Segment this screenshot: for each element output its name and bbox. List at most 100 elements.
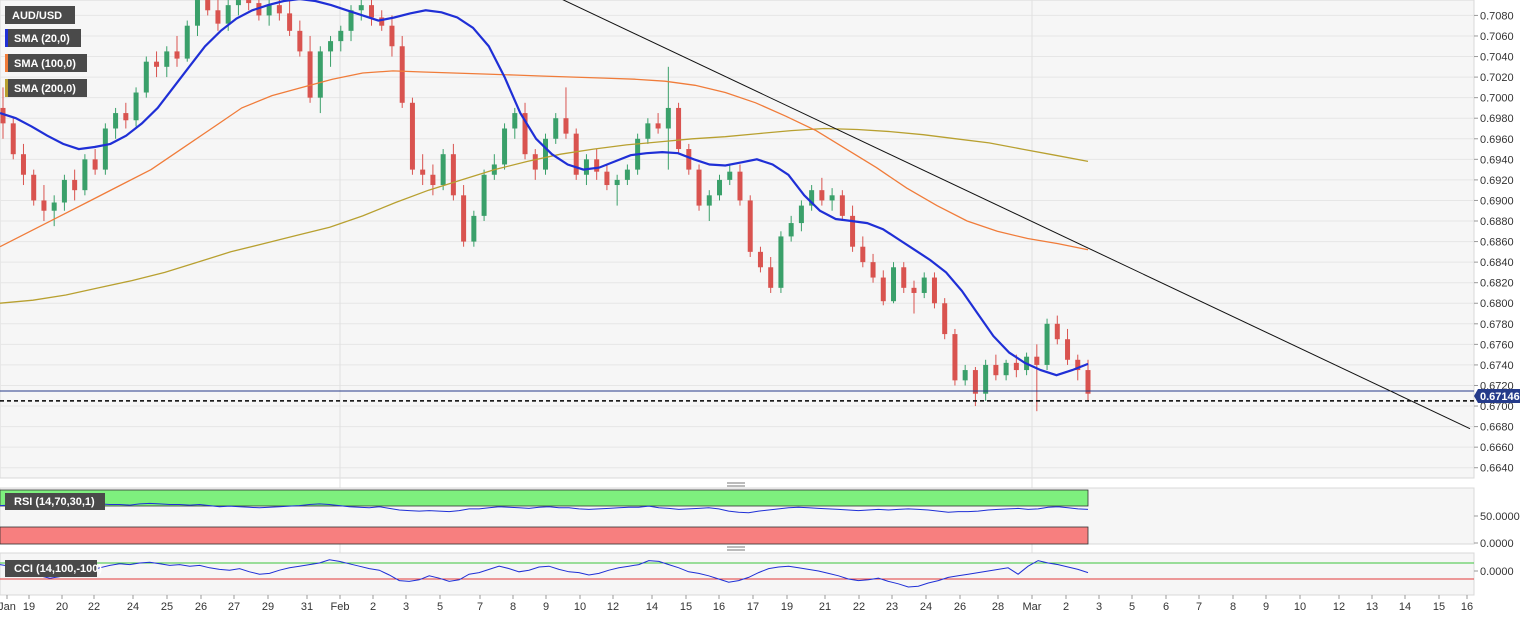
x-tick-label: 6 xyxy=(1163,601,1169,613)
candle-body xyxy=(819,190,825,201)
x-tick-label: 9 xyxy=(1263,601,1269,613)
y-tick-label: 0.6960 xyxy=(1480,134,1514,146)
candle-body xyxy=(624,169,630,180)
candle-body xyxy=(358,5,364,11)
candle-body xyxy=(983,364,989,394)
x-tick-label: 20 xyxy=(56,601,68,613)
candle-body xyxy=(993,364,999,376)
x-tick-label: 15 xyxy=(1433,601,1445,613)
candle-body xyxy=(215,10,221,24)
candle-body xyxy=(696,169,702,206)
candle-body xyxy=(942,303,948,335)
candle-body xyxy=(235,0,241,6)
x-tick-label: 26 xyxy=(195,601,207,613)
legend-rsi[interactable]: RSI (14,70,30,1) xyxy=(5,493,105,510)
x-tick-label: 8 xyxy=(510,601,516,613)
candle-body xyxy=(839,195,845,216)
x-tick-label: 22 xyxy=(88,601,100,613)
legend-symbol[interactable]: AUD/USD xyxy=(5,6,75,24)
candle-body xyxy=(604,171,610,186)
x-tick-label: 19 xyxy=(23,601,35,613)
candle-body xyxy=(317,51,323,98)
candle-body xyxy=(891,267,897,302)
candle-body xyxy=(41,200,47,211)
legend-sma200[interactable]: SMA (200,0) xyxy=(5,79,87,97)
candle-body xyxy=(1034,356,1040,365)
x-tick-label: 7 xyxy=(1196,601,1202,613)
candle-body xyxy=(1003,362,1009,376)
sma20-line xyxy=(0,0,1089,377)
x-tick-label: 26 xyxy=(954,601,966,613)
y-tick-label: 0.6640 xyxy=(1480,463,1514,475)
candle-body xyxy=(72,179,78,191)
main-panel-bg xyxy=(0,0,1475,479)
sma-lines-group xyxy=(0,0,1089,377)
cci-tick-label: 0.0000 xyxy=(1480,566,1514,578)
candle-body xyxy=(901,267,907,288)
candle-body xyxy=(276,5,282,14)
legend-cci[interactable]: CCI (14,100,-100) xyxy=(5,560,102,577)
candle-body xyxy=(164,51,170,67)
x-tick-label: 24 xyxy=(127,601,139,613)
candle-body xyxy=(51,202,57,211)
x-tick-label: 14 xyxy=(1399,601,1411,613)
candle-body xyxy=(1044,323,1050,365)
candle-body xyxy=(450,154,456,196)
candle-body xyxy=(655,123,661,129)
y-tick-label: 0.6860 xyxy=(1480,237,1514,249)
y-tick-label: 0.7020 xyxy=(1480,72,1514,84)
y-tick-label: 0.6980 xyxy=(1480,113,1514,125)
y-tick-label: 0.6780 xyxy=(1480,319,1514,331)
candle-body xyxy=(543,138,548,170)
candle-body xyxy=(532,154,538,170)
candle-body xyxy=(921,277,927,293)
x-tick-label: 24 xyxy=(920,601,932,613)
candle-body xyxy=(0,107,6,124)
candle-body xyxy=(1085,370,1091,394)
candle-body xyxy=(757,251,763,268)
y-tick-label: 0.6680 xyxy=(1480,422,1514,434)
rsi-tick-label: 0.0000 xyxy=(1480,538,1514,550)
y-tick-label: 0.6700 xyxy=(1480,401,1514,413)
candle-body xyxy=(553,118,559,139)
candle-body xyxy=(829,195,835,201)
candle-body xyxy=(870,262,876,278)
candle-body xyxy=(113,113,119,129)
cci-panel-bg xyxy=(0,552,1475,596)
candle-body xyxy=(952,334,958,381)
x-tick-label: 16 xyxy=(713,601,725,613)
candle-body xyxy=(184,25,190,59)
x-tick-label: 21 xyxy=(819,601,831,613)
candle-body xyxy=(850,215,856,247)
candle-body xyxy=(31,174,37,201)
candle-body xyxy=(676,107,682,150)
x-tick-label: Feb xyxy=(331,601,350,613)
symbol-label: AUD/USD xyxy=(12,10,62,22)
candle-body xyxy=(737,171,743,201)
candle-body xyxy=(430,174,436,186)
x-tick-label: 13 xyxy=(1366,601,1378,613)
sma20-label: SMA (20,0) xyxy=(14,33,70,45)
legend-sma20[interactable]: SMA (20,0) xyxy=(5,29,81,47)
y-tick-label: 0.7080 xyxy=(1480,10,1514,22)
candle-body xyxy=(798,205,804,224)
support-trend-lines xyxy=(0,0,1474,430)
panel-resize-handle[interactable] xyxy=(727,546,745,551)
x-tick-label: 15 xyxy=(680,601,692,613)
candle-body xyxy=(389,25,395,47)
legend-sma100[interactable]: SMA (100,0) xyxy=(5,54,87,72)
panel-resize-handle[interactable] xyxy=(727,482,745,487)
candle-body xyxy=(706,195,712,206)
candle-body xyxy=(82,159,88,191)
y-tick-label: 0.6940 xyxy=(1480,154,1514,166)
cci-label: CCI (14,100,-100) xyxy=(14,563,102,575)
candle-body xyxy=(420,169,426,175)
y-tick-label: 0.6660 xyxy=(1480,442,1514,454)
candle-body xyxy=(522,113,528,155)
candle-body xyxy=(123,113,129,121)
date-axis: Jan 19 20 22 24 25 26 27 29 31 Feb 2 3 5 7 8 9 10 12 14 15 16… xyxy=(0,595,1473,613)
candle-body xyxy=(614,179,620,186)
x-tick-label: 8 xyxy=(1230,601,1236,613)
trendline xyxy=(562,0,1471,430)
candle-body xyxy=(583,159,589,175)
